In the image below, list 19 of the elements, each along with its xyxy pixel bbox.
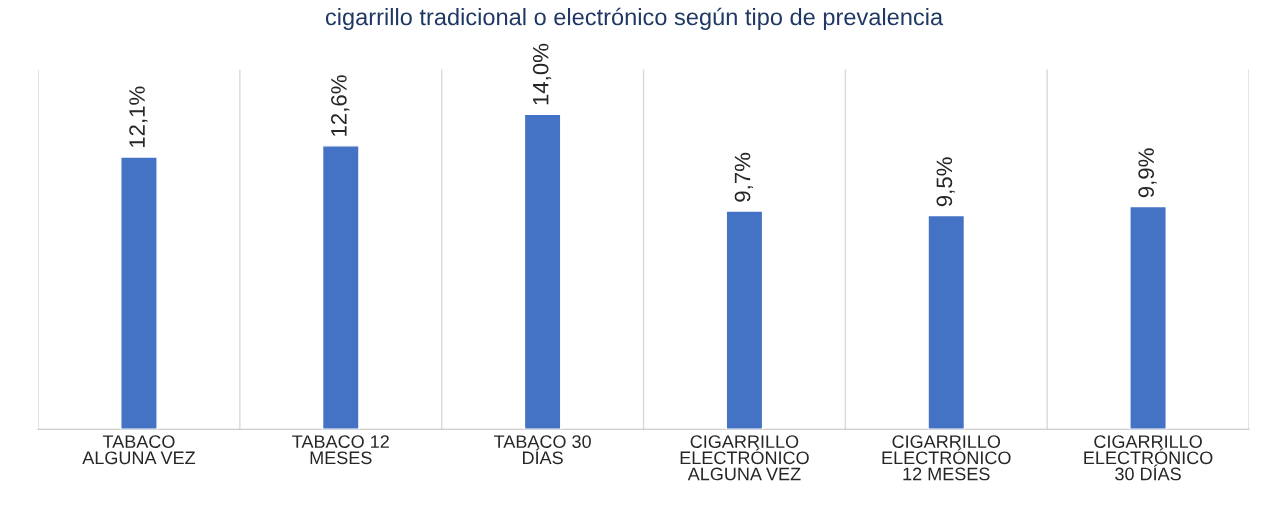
bar [927,214,966,430]
data-label: 12,1% [129,86,148,148]
x-tick-label: TABACO 30 DÍAS [494,435,591,465]
bar [523,113,562,430]
data-label: 9,9% [1138,148,1157,198]
data-label: 9,5% [936,157,955,207]
data-label: 14,0% [532,43,552,105]
bar [120,156,158,430]
chart-title: cigarrillo tradicional o electrónico según tipo de prevalencia [325,7,944,30]
bar [321,145,360,430]
x-tick-label: TABACO ALGUNA VEZ [82,435,196,465]
x-tick-label: TABACO 12 MESES [292,435,389,465]
data-label: 9,7% [734,152,754,202]
data-label: 12,6% [331,75,350,136]
x-tick-label: CIGARRILLO ELECTRÓNICO 30 DÍAS [1084,435,1213,481]
x-tick-label: CIGARRILLO ELECTRÓNICO 12 MESES [882,435,1011,481]
bar [725,210,764,430]
x-tick-label: CIGARRILLO ELECTRÓNICO ALGUNA VEZ [680,435,809,481]
bar [1129,205,1167,430]
